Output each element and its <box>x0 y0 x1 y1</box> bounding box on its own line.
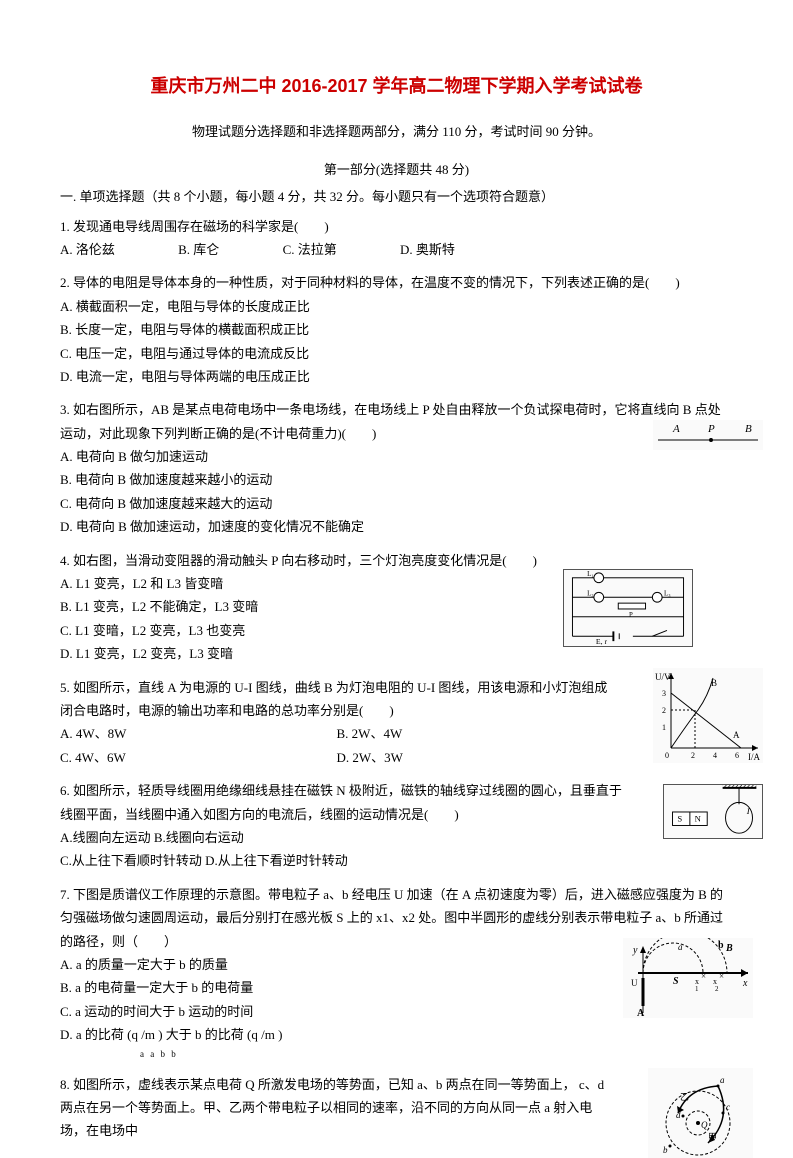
svg-text:A: A <box>637 1008 645 1018</box>
svg-text:L₂: L₂ <box>587 590 594 597</box>
svg-text:L₁: L₁ <box>587 570 594 577</box>
section-1-header: 一. 单项选择题（共 8 个小题，每小题 4 分，共 32 分。每小题只有一个选… <box>60 185 733 208</box>
q3-opt-c: C. 电荷向 B 做加速度越来越大的运动 <box>60 492 733 515</box>
svg-text:E, r: E, r <box>596 637 608 646</box>
svg-text:2: 2 <box>715 985 719 993</box>
q1-opt-b: B. 库仑 <box>178 238 219 261</box>
q2-text: 2. 导体的电阻是导体本身的一种性质，对于同种材料的导体，在温度不变的情况下，下… <box>60 271 733 294</box>
q6-opt-cd: C.从上往下看顺时针转动 D.从上往下看逆时针转动 <box>60 849 733 872</box>
svg-text:a: a <box>720 1075 725 1085</box>
svg-text:P: P <box>629 611 633 618</box>
svg-text:甲: 甲 <box>708 1132 717 1142</box>
svg-text:B: B <box>725 943 733 954</box>
svg-text:×: × <box>719 971 724 981</box>
svg-text:6: 6 <box>735 751 739 760</box>
q1-options: A. 洛伦兹 B. 库仑 C. 法拉第 D. 奥斯特 <box>60 238 733 261</box>
svg-text:U/V: U/V <box>655 672 671 682</box>
q5-options: A. 4W、8W C. 4W、6W B. 2W、4W D. 2W、3W <box>60 722 733 769</box>
svg-text:3: 3 <box>662 689 666 698</box>
svg-text:S: S <box>673 976 679 987</box>
q5-figure-graph: U/V I/A 3 2 1 0 2 4 6 A B <box>653 668 763 763</box>
svg-text:0: 0 <box>665 751 669 760</box>
page-title: 重庆市万州二中 2016-2017 学年高二物理下学期入学考试试卷 <box>60 70 733 102</box>
svg-text:b: b <box>663 1145 668 1155</box>
question-1: 1. 发现通电导线周围存在磁场的科学家是( ) A. 洛伦兹 B. 库仑 C. … <box>60 215 733 262</box>
q8-figure-equipotential: Q a b c d 乙 甲 <box>648 1068 753 1158</box>
svg-text:a: a <box>678 942 683 952</box>
question-7: 7. 下图是质谱仪工作原理的示意图。带电粒子 a、b 经电压 U 加速（在 A … <box>60 883 733 1063</box>
q2-opt-a: A. 横截面积一定，电阻与导体的长度成正比 <box>60 295 733 318</box>
svg-text:L₃: L₃ <box>664 590 671 597</box>
svg-text:4: 4 <box>713 751 717 760</box>
fig-label-a: A <box>672 423 680 435</box>
q3-opt-a: A. 电荷向 B 做匀加速运动 <box>60 445 733 468</box>
q4-figure-circuit: L₁ L₂ L₃ P E, r <box>563 569 693 647</box>
q1-opt-a: A. 洛伦兹 <box>60 238 115 261</box>
svg-text:I: I <box>746 806 751 816</box>
part-header: 第一部分(选择题共 48 分) <box>60 158 733 181</box>
q5-opt-c: C. 4W、6W <box>60 746 337 769</box>
q6-figure-magnet: SN I <box>663 784 763 839</box>
question-2: 2. 导体的电阻是导体本身的一种性质，对于同种材料的导体，在温度不变的情况下，下… <box>60 271 733 388</box>
q2-opt-c: C. 电压一定，电阻与通过导体的电流成反比 <box>60 342 733 365</box>
q5-text: 5. 如图所示，直线 A 为电源的 U-I 图线，曲线 B 为灯泡电阻的 U-I… <box>60 676 733 723</box>
q3-opt-b: B. 电荷向 B 做加速度越来越小的运动 <box>60 468 733 491</box>
svg-text:U: U <box>631 978 638 988</box>
svg-text:I/A: I/A <box>748 752 760 762</box>
question-6: 6. 如图所示，轻质导线圈用绝缘细线悬挂在磁铁 N 极附近，磁铁的轴线穿过线圈的… <box>60 779 733 873</box>
q2-opt-b: B. 长度一定，电阻与导体的横截面积成正比 <box>60 318 733 341</box>
q7-figure-spectrometer: x y U A a bB S xx 12 ×× <box>623 938 753 1018</box>
q3-figure: A P B <box>653 420 763 450</box>
question-3: 3. 如右图所示，AB 是某点电荷电场中一条电场线，在电场线上 P 处自由释放一… <box>60 398 733 538</box>
exam-subtitle: 物理试题分选择题和非选择题两部分，满分 110 分，考试时间 90 分钟。 <box>60 120 733 143</box>
svg-text:乙: 乙 <box>680 1092 689 1102</box>
question-4: 4. 如右图，当滑动变阻器的滑动触头 P 向右移动时，三个灯泡亮度变化情况是( … <box>60 549 733 666</box>
q5-opt-a: A. 4W、8W <box>60 722 337 745</box>
svg-text:1: 1 <box>662 723 666 732</box>
q6-opt-ab: A.线圈向左运动 B.线圈向右运动 <box>60 826 733 849</box>
svg-text:N: N <box>695 814 702 824</box>
q6-text: 6. 如图所示，轻质导线圈用绝缘细线悬挂在磁铁 N 极附近，磁铁的轴线穿过线圈的… <box>60 779 733 826</box>
q1-opt-d: D. 奥斯特 <box>400 238 455 261</box>
svg-text:1: 1 <box>695 985 699 993</box>
q7-subscript: a a b b <box>60 1046 733 1062</box>
q5-opt-d: D. 2W、3W <box>337 746 614 769</box>
svg-text:S: S <box>677 814 682 824</box>
q3-opt-d: D. 电荷向 B 做加速运动，加速度的变化情况不能确定 <box>60 515 733 538</box>
svg-text:2: 2 <box>662 706 666 715</box>
svg-text:B: B <box>711 678 717 688</box>
q7-opt-d: D. a 的比荷 (q /m ) 大于 b 的比荷 (q /m ) <box>60 1023 733 1046</box>
question-5: 5. 如图所示，直线 A 为电源的 U-I 图线，曲线 B 为灯泡电阻的 U-I… <box>60 676 733 770</box>
svg-text:Q: Q <box>701 1120 708 1130</box>
q3-text: 3. 如右图所示，AB 是某点电荷电场中一条电场线，在电场线上 P 处自由释放一… <box>60 398 733 445</box>
svg-text:y: y <box>632 945 638 956</box>
fig-label-b: B <box>745 423 752 435</box>
svg-text:x: x <box>742 978 748 989</box>
svg-text:b: b <box>718 940 724 951</box>
q1-opt-c: C. 法拉第 <box>283 238 337 261</box>
svg-text:2: 2 <box>691 751 695 760</box>
q2-opt-d: D. 电流一定，电阻与导体两端的电压成正比 <box>60 365 733 388</box>
q1-text: 1. 发现通电导线周围存在磁场的科学家是( ) <box>60 215 733 238</box>
svg-text:A: A <box>733 730 740 740</box>
q8-text: 8. 如图所示，虚线表示某点电荷 Q 所激发电场的等势面，已知 a、b 两点在同… <box>60 1073 733 1143</box>
fig-label-p: P <box>707 423 715 435</box>
svg-text:×: × <box>701 971 706 981</box>
q5-opt-b: B. 2W、4W <box>337 722 614 745</box>
svg-text:c: c <box>726 1102 730 1112</box>
question-8: 8. 如图所示，虚线表示某点电荷 Q 所激发电场的等势面，已知 a、b 两点在同… <box>60 1073 733 1143</box>
